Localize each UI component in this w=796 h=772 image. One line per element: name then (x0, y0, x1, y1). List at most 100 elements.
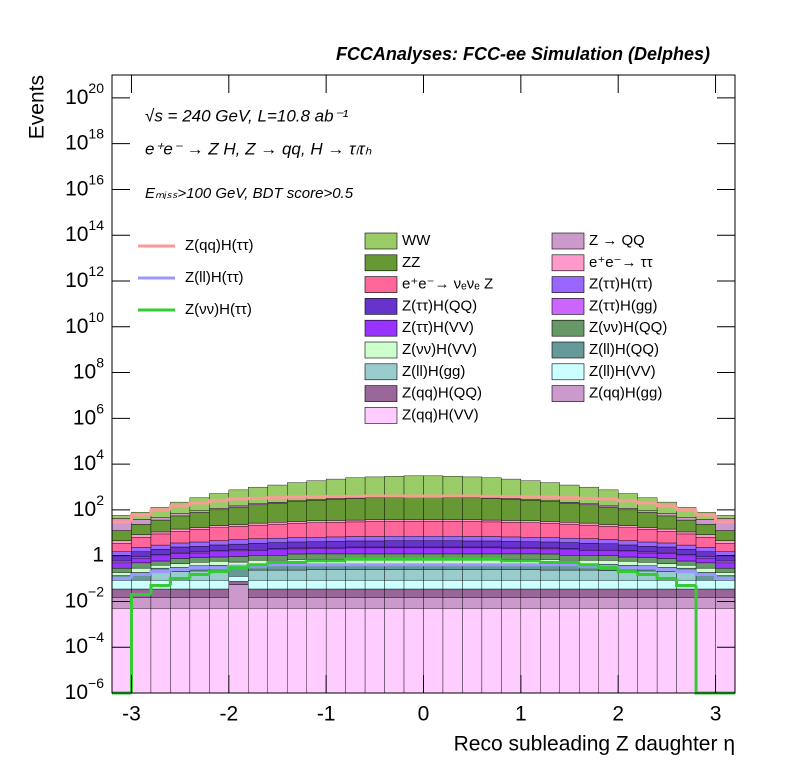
stack-bar (676, 572, 697, 581)
stack-bar (209, 556, 230, 562)
legend-swatch (551, 276, 585, 293)
stack-bar (462, 608, 483, 694)
histogram-line (577, 496, 599, 500)
y-tick-label: 10−6 (65, 675, 105, 704)
stack-bar (579, 549, 599, 556)
stack-bar (598, 588, 619, 598)
x-tick-label: 3 (710, 703, 722, 726)
legend-swatch (364, 232, 398, 250)
histogram-line (207, 570, 229, 575)
stack-bar (111, 588, 132, 598)
stack-bar (598, 506, 619, 525)
histogram-line (655, 574, 677, 581)
stack-bar (520, 548, 541, 555)
stack-bar (228, 543, 249, 551)
stack-bar (228, 524, 249, 527)
stack-bar (248, 608, 268, 694)
stack-bar (598, 560, 619, 565)
stack-bar (520, 553, 541, 560)
stack-bar (248, 549, 268, 556)
stack-bar (676, 533, 697, 546)
stack-bar (501, 569, 522, 581)
stack-bar (345, 597, 366, 609)
stack-bar (442, 588, 463, 598)
stack-bar (501, 579, 522, 590)
stack-bar (579, 555, 599, 561)
stack-bar (228, 550, 249, 557)
y-tick-label: 10−2 (65, 583, 105, 612)
stack-bar (481, 597, 502, 609)
stack-bar (423, 547, 444, 555)
stack-bar (579, 569, 599, 581)
stack-bar (209, 560, 230, 566)
stack-bar (520, 541, 541, 548)
stack-bar (559, 522, 580, 525)
stack-bar (462, 579, 483, 590)
stack-bar (579, 486, 599, 504)
stack-bar (462, 497, 483, 521)
y-tick-base: 10 (73, 406, 96, 429)
stack-bar (287, 501, 307, 522)
stack-bar (423, 597, 444, 609)
stack-bar (150, 533, 171, 546)
stack-bar (384, 597, 405, 609)
histogram-line (344, 557, 366, 561)
legend-swatch (364, 254, 398, 272)
stack-bar (325, 498, 346, 521)
stack-bar (209, 588, 230, 598)
stack-bar (209, 525, 230, 528)
legend-label: e⁺e⁻→ νₑνₑ Z (402, 276, 493, 293)
stack-bar (189, 541, 210, 547)
stack-bar (150, 564, 171, 569)
stack-bar (695, 588, 716, 598)
legend-swatch (551, 298, 585, 315)
plot-area (111, 475, 736, 695)
stack-bar (131, 562, 152, 569)
stack-bar (170, 546, 191, 553)
stack-bar (520, 537, 541, 542)
stack-bar (676, 517, 697, 521)
stack-bar (695, 562, 716, 569)
stack-bar (189, 608, 210, 694)
stack-bar (364, 569, 385, 581)
stack-bar (345, 569, 366, 581)
stack-bar (423, 520, 444, 537)
legend-swatch (551, 254, 585, 272)
stack-bar (209, 597, 230, 609)
stack-bar (579, 597, 599, 609)
stack-bar (209, 608, 230, 694)
x-tick-label: -3 (122, 703, 141, 726)
stack-bar (228, 526, 249, 540)
histogram-line (597, 564, 619, 570)
stack-bar (559, 555, 580, 561)
histogram-line (499, 559, 521, 563)
stack-bar (111, 597, 132, 609)
stack-bar (345, 477, 366, 499)
legend-label: Z → QQ (589, 232, 645, 249)
stack-bar (170, 588, 191, 598)
stack-bar (111, 560, 132, 564)
stack-bar (637, 527, 658, 530)
stack-bar (656, 558, 677, 564)
stack-bar (656, 608, 677, 694)
stack-bar (715, 567, 736, 573)
stack-bar (656, 528, 677, 532)
legend-label: Z(ττ)H(QQ) (402, 297, 477, 314)
histogram-line (616, 498, 638, 503)
stack-bar (364, 588, 385, 598)
histogram-line (597, 497, 619, 501)
stack-bar (540, 501, 560, 522)
y-tick-exponent: 16 (88, 171, 104, 187)
stack-bar (715, 543, 736, 552)
stack-bar (345, 608, 366, 694)
stack-bar (287, 569, 307, 581)
stack-bar (111, 562, 132, 569)
stack-bar (267, 597, 288, 609)
stack-bar (695, 534, 716, 538)
stack-bar (364, 519, 385, 522)
stack-bar (617, 556, 638, 562)
stack-bar (715, 560, 736, 564)
stack-bar (267, 608, 288, 694)
stack-bar (656, 531, 677, 544)
stack-bar (325, 536, 346, 542)
